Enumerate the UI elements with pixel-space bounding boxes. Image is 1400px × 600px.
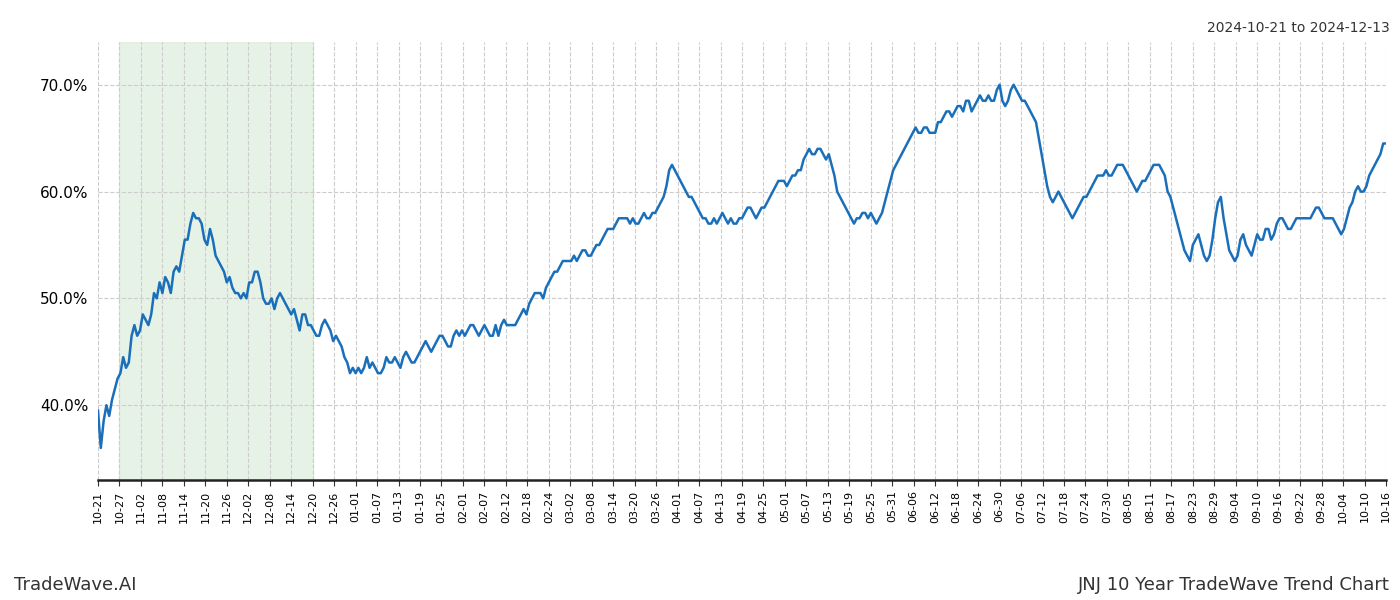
Text: JNJ 10 Year TradeWave Trend Chart: JNJ 10 Year TradeWave Trend Chart	[1078, 576, 1390, 594]
Text: TradeWave.AI: TradeWave.AI	[14, 576, 137, 594]
Text: 2024-10-21 to 2024-12-13: 2024-10-21 to 2024-12-13	[1207, 21, 1390, 35]
Bar	[119, 42, 312, 480]
